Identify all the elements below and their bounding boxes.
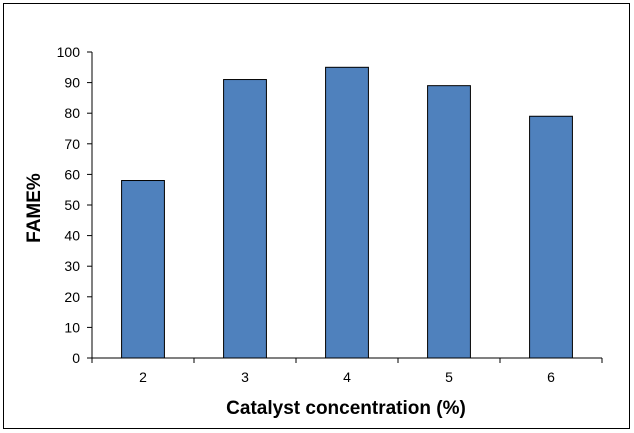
y-tick-label: 10	[64, 319, 80, 335]
x-tick-label: 4	[343, 369, 351, 385]
y-tick-label: 70	[64, 136, 80, 152]
chart-frame: 0 10 20 30 40 50 60 70 80 90 100 2 3 4 5 6 FAME% Catal…	[3, 3, 630, 429]
y-axis-title: FAME%	[24, 173, 45, 243]
bar-chart: 0 10 20 30 40 50 60 70 80 90 100 2 3 4 5 6 FAME% Catal…	[24, 44, 603, 419]
y-tick-label: 0	[72, 350, 80, 366]
y-axis: 0 10 20 30 40 50 60 70 80 90 100	[57, 44, 93, 366]
x-tick-label: 2	[139, 369, 147, 385]
y-tick-label: 100	[57, 44, 81, 60]
x-tick-label: 5	[445, 369, 453, 385]
y-tick-label: 90	[64, 75, 80, 91]
bar-3	[223, 79, 267, 359]
bar-5	[427, 85, 471, 359]
x-axis: 2 3 4 5 6	[91, 357, 603, 385]
x-tick-label: 6	[547, 369, 555, 385]
y-tick-label: 50	[64, 197, 80, 213]
y-tick-label: 30	[64, 258, 80, 274]
y-tick-label: 40	[64, 228, 80, 244]
bar-6	[529, 115, 573, 359]
bar-4	[325, 66, 369, 359]
bars	[121, 66, 573, 359]
y-tick-label: 60	[64, 166, 80, 182]
bar-2	[121, 180, 165, 359]
y-tick-label: 20	[64, 289, 80, 305]
y-tick-label: 80	[64, 105, 80, 121]
x-axis-title: Catalyst concentration (%)	[226, 398, 466, 419]
x-tick-label: 3	[241, 369, 249, 385]
